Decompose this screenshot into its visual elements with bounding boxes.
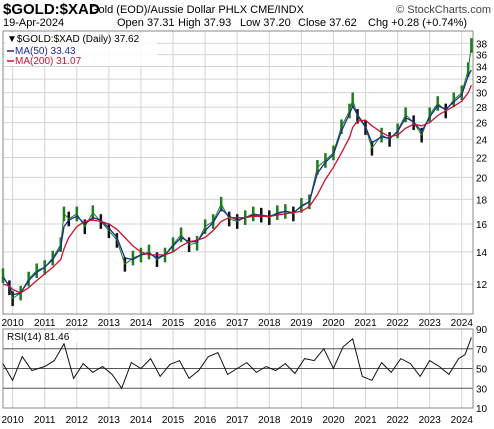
rsi-legend: RSI(14) 81.46	[7, 332, 70, 343]
price-tick-label: 20	[476, 173, 488, 184]
year-tick-label: 2010	[1, 318, 24, 329]
price-tick-label: 32	[476, 75, 488, 86]
change-quote: Chg +0.28 (+0.74%)	[368, 17, 468, 29]
year-tick-label: 2015	[162, 318, 185, 329]
ma200-line	[2, 85, 472, 294]
ma200-legend: MA(200) 31.07	[15, 56, 82, 67]
year-tick-label: 2023	[419, 318, 442, 329]
price-tick-label: 16	[476, 220, 488, 231]
year-tick-label: 2011	[34, 318, 56, 329]
chart-date: 19-Apr-2024	[3, 17, 65, 29]
low-quote: Low 37.20	[240, 17, 291, 29]
year-tick-label: 2022	[386, 318, 409, 329]
year-tick-label: 2024	[451, 415, 474, 426]
year-tick-label: 2020	[322, 318, 345, 329]
rsi-tick-label: 50	[476, 365, 488, 376]
year-tick-label: 2016	[194, 318, 217, 329]
year-tick-label: 2012	[66, 415, 89, 426]
rsi-tick-label: 10	[476, 404, 488, 415]
year-tick-label: 2019	[290, 415, 313, 426]
year-tick-label: 2010	[1, 415, 24, 426]
chart-symbol: $GOLD:$XAD	[3, 1, 100, 18]
year-tick-label: 2021	[354, 318, 377, 329]
year-tick-label: 2014	[130, 318, 153, 329]
year-tick-label: 2012	[66, 318, 89, 329]
brand-watermark: © StockCharts.com	[396, 4, 491, 16]
price-tick-label: 30	[476, 89, 488, 100]
price-legend: ▼$GOLD:$XAD (Daily) 37.62	[7, 34, 140, 45]
price-tick-label: 18	[476, 195, 488, 206]
rsi-panel-frame	[2, 328, 474, 409]
rsi-tick-label: 30	[476, 384, 488, 395]
year-tick-label: 2013	[98, 318, 121, 329]
year-tick-label: 2018	[258, 415, 281, 426]
close-quote: Close 37.62	[298, 17, 357, 29]
chart-description: Gold (EOD)/Aussie Dollar PHLX CME/INDX	[90, 4, 304, 16]
year-tick-label: 2019	[290, 318, 313, 329]
year-tick-label: 2016	[194, 415, 217, 426]
price-tick-label: 26	[476, 119, 488, 130]
year-tick-label: 2017	[226, 415, 249, 426]
year-tick-label: 2018	[258, 318, 281, 329]
year-tick-label: 2023	[419, 415, 442, 426]
price-tick-label: 38	[476, 39, 488, 50]
price-tick-label: 36	[476, 51, 488, 62]
ma50-legend: MA(50) 33.43	[15, 46, 76, 57]
year-tick-label: 2014	[130, 415, 153, 426]
price-panel-frame	[2, 30, 474, 315]
rsi-legend-background	[5, 331, 99, 343]
year-tick-label: 2024	[451, 318, 474, 329]
year-tick-label: 2015	[162, 415, 185, 426]
price-tick-label: 28	[476, 103, 488, 114]
year-tick-label: 2020	[322, 415, 345, 426]
year-tick-label: 2011	[34, 415, 56, 426]
legend-background	[5, 33, 157, 66]
price-tick-label: 22	[476, 153, 488, 164]
rsi-tick-label: 90	[476, 325, 488, 336]
open-quote: Open 37.31	[117, 17, 175, 29]
rsi-tick-label: 70	[476, 345, 488, 356]
price-tick-label: 12	[476, 280, 488, 291]
year-tick-label: 2022	[386, 415, 409, 426]
price-tick-label: 34	[476, 63, 488, 74]
ma50-line	[2, 69, 472, 296]
high-quote: High 37.93	[178, 17, 232, 29]
year-tick-label: 2021	[354, 415, 377, 426]
year-tick-label: 2017	[226, 318, 249, 329]
rsi-line	[2, 337, 472, 390]
year-tick-label: 2013	[98, 415, 121, 426]
price-tick-label: 14	[476, 248, 488, 259]
price-tick-label: 24	[476, 135, 488, 146]
